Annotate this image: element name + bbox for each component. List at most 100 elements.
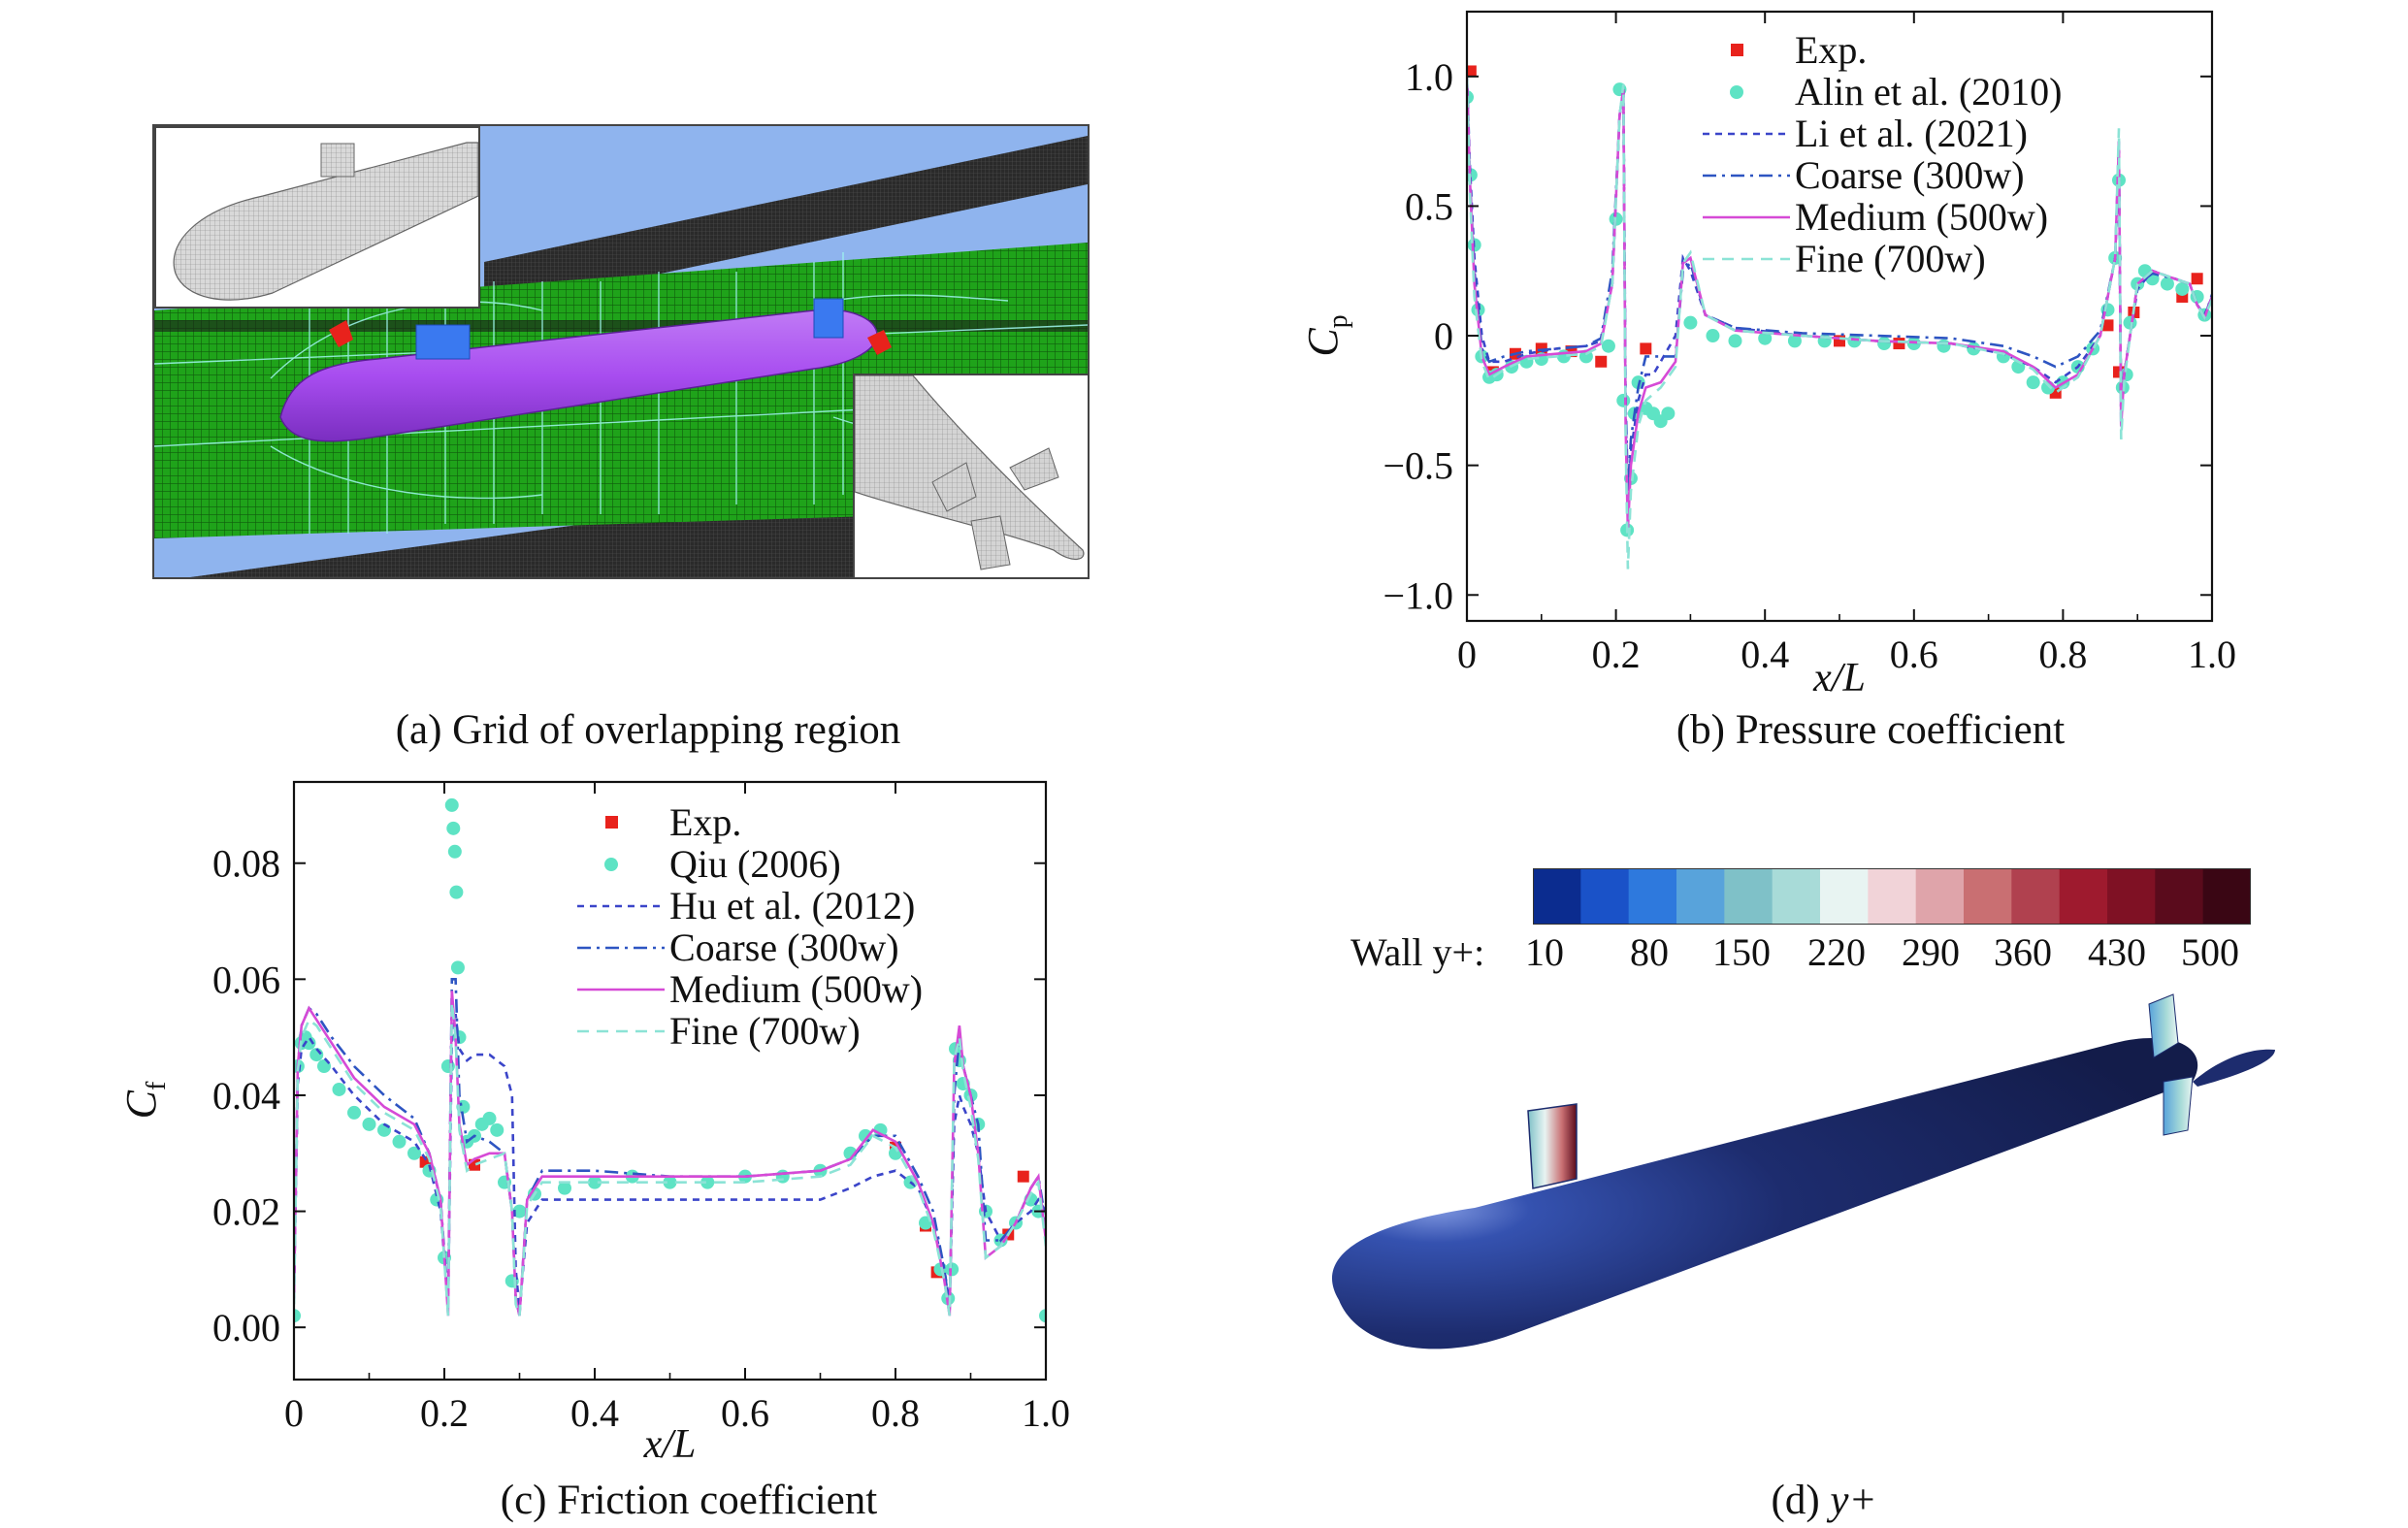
caption-d-var: y+: [1830, 1478, 1877, 1523]
y-tick-label: 0.02: [212, 1190, 280, 1234]
data-point-exp: [1017, 1170, 1029, 1183]
y-tick-label: 0: [1434, 314, 1453, 358]
data-point-qiu-2006: [512, 1204, 527, 1219]
legend-marker: [605, 816, 618, 829]
colorbar-tick-label: 360: [1994, 930, 2052, 974]
data-point-alin-et-al-2010: [1661, 406, 1676, 421]
x-axis-label: x/L: [643, 1422, 697, 1467]
data-point-qiu-2006: [449, 885, 464, 899]
data-point-qiu-2006: [447, 844, 462, 859]
legend-label: Alin et al. (2010): [1795, 70, 2063, 114]
data-point-qiu-2006: [347, 1105, 361, 1120]
y-tick-label: 0.06: [212, 958, 280, 1001]
colorbar-tick-label: 220: [1807, 930, 1866, 974]
x-tick-label: 0.6: [721, 1391, 769, 1435]
x-tick-label: 1.0: [2188, 633, 2236, 676]
colorbar-ticks: 10 80 150 220 290 360 430 500: [0, 929, 2408, 978]
x-tick-label: 0.2: [1592, 633, 1641, 676]
colorbar-tick-label: 80: [1630, 930, 1669, 974]
y-tick-label: 0.08: [212, 842, 280, 886]
data-point-qiu-2006: [450, 960, 465, 975]
data-point-exp: [1467, 65, 1477, 78]
submarine-upper-fin: [2148, 993, 2179, 1058]
colorbar-cell: [1772, 868, 1821, 925]
x-tick-label: 0: [1457, 633, 1477, 676]
data-point-exp: [1893, 338, 1905, 350]
data-point-alin-et-al-2010: [1706, 329, 1720, 343]
data-point-alin-et-al-2010: [1906, 337, 1921, 351]
hull-stern-inset: [853, 374, 1088, 577]
hull-stern-mesh: [854, 374, 1085, 570]
data-point-exp: [1595, 355, 1608, 368]
caption-panel-b: (b) Pressure coefficient: [1676, 707, 2066, 753]
submarine-yplus-render: [1331, 993, 2275, 1349]
submarine-sail: [1527, 1103, 1578, 1189]
data-point-qiu-2006: [558, 1181, 571, 1195]
colorbar-title: Wall y+:: [1350, 930, 1485, 974]
series-line-fine-700w: [1467, 76, 2212, 569]
legend-label: Coarse (300w): [1795, 153, 2025, 197]
data-point-alin-et-al-2010: [2026, 375, 2040, 390]
colorbar-cell: [2202, 868, 2251, 925]
x-tick-label: 0.4: [1741, 633, 1789, 676]
y-axis-label: Cf: [117, 1081, 172, 1119]
colorbar-tick-label: 430: [2088, 930, 2146, 974]
colorbar-cell: [1868, 868, 1917, 925]
overlap-grid-figure: [152, 124, 1090, 579]
y-tick-label: 0.00: [212, 1306, 280, 1349]
caption-d-prefix: (d): [1771, 1478, 1831, 1523]
data-point-qiu-2006: [294, 1309, 301, 1323]
data-point-qiu-2006: [490, 1122, 504, 1137]
x-tick-label: 0.4: [570, 1391, 619, 1435]
legend-label: Coarse (300w): [669, 926, 899, 969]
yplus-colorbar: [1533, 868, 2251, 925]
data-point-qiu-2006: [332, 1082, 346, 1096]
y-tick-label: 1.0: [1405, 55, 1453, 99]
legend-marker: [604, 858, 618, 871]
x-axis-label: x/L: [1812, 656, 1866, 700]
data-point-exp: [1640, 342, 1652, 355]
colorbar-tick-label: 150: [1712, 930, 1771, 974]
data-point-qiu-2006: [775, 1169, 790, 1184]
x-tick-label: 0: [284, 1391, 304, 1435]
x-tick-label: 0.8: [871, 1391, 920, 1435]
y-tick-label: 0.04: [212, 1074, 280, 1118]
colorbar-tick-label: 500: [2181, 930, 2239, 974]
series-line-fine-700w: [294, 1002, 1046, 1317]
legend-label: Medium (500w): [1795, 195, 2048, 239]
data-point-alin-et-al-2010: [1877, 337, 1892, 351]
submarine-hull: [1331, 1037, 2198, 1349]
caption-panel-d: (d) y+: [1772, 1477, 1877, 1524]
legend-marker: [1730, 85, 1743, 99]
colorbar-cell: [1628, 868, 1677, 925]
data-point-qiu-2006: [1039, 1309, 1046, 1323]
data-point-qiu-2006: [302, 1036, 316, 1051]
data-point-qiu-2006: [446, 821, 461, 835]
legend-label: Exp.: [1795, 28, 1867, 72]
colorbar-cell: [2011, 868, 2061, 925]
data-point-qiu-2006: [700, 1175, 715, 1189]
hull-bow-mesh: [173, 142, 479, 301]
data-point-alin-et-al-2010: [2175, 281, 2190, 296]
legend-label: Hu et al. (2012): [669, 884, 915, 927]
colorbar-tick-label: 10: [1525, 930, 1564, 974]
colorbar-frame: [1533, 868, 2251, 925]
pressure-coefficient-chart: 0 0.2 0.4 0.6 0.8 1.0 −1.0 −0.5 0 0.5 1.0 x/L Cp Exp.…: [1299, 10, 2236, 700]
data-point-alin-et-al-2010: [1787, 334, 1802, 348]
colorbar-cell: [1676, 868, 1725, 925]
legend-label: Li et al. (2021): [1795, 112, 2028, 155]
data-point-qiu-2006: [407, 1146, 421, 1160]
data-point-alin-et-al-2010: [2041, 380, 2056, 395]
data-point-qiu-2006: [945, 1262, 960, 1277]
legend-label: Medium (500w): [669, 967, 923, 1011]
data-point-exp: [2101, 319, 2114, 332]
data-point-qiu-2006: [392, 1134, 407, 1149]
colorbar-cell: [1915, 868, 1965, 925]
data-point-qiu-2006: [362, 1117, 376, 1131]
data-point-alin-et-al-2010: [1847, 334, 1862, 348]
colorbar-tick-label: 290: [1902, 930, 1960, 974]
data-point-qiu-2006: [663, 1175, 677, 1189]
x-tick-label: 0.2: [420, 1391, 469, 1435]
data-point-alin-et-al-2010: [1728, 334, 1742, 348]
colorbar-cell: [1820, 868, 1869, 925]
